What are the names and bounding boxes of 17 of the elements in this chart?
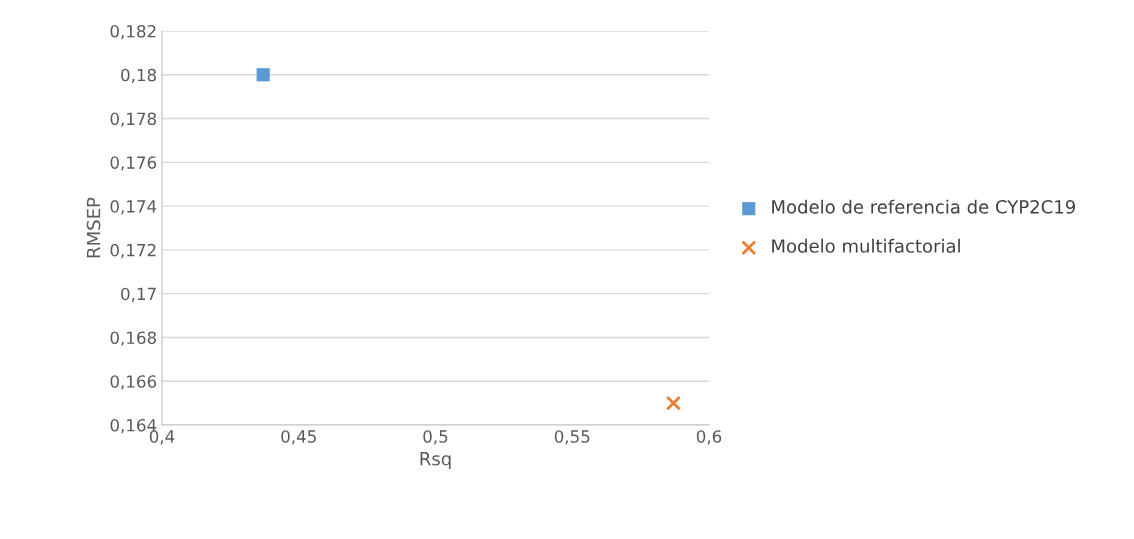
x-tick-label: 0,45	[281, 430, 316, 445]
y-tick-label: 0,178	[110, 112, 156, 127]
x-tick-label: 0,6	[696, 430, 722, 445]
y-tick-label: 0,172	[110, 243, 156, 259]
y-tick-label: 0,18	[121, 68, 156, 84]
y-tick-label: 0,166	[110, 375, 157, 390]
y-tick-label: 0,182	[110, 24, 156, 40]
y-tick-label: 0,174	[110, 200, 157, 215]
y-tick-label: 0,168	[110, 331, 156, 346]
y-tick-label: 0,17	[121, 287, 156, 302]
x-tick-label: 0,55	[554, 430, 590, 445]
y-axis-title: RMSEP	[86, 197, 101, 258]
x-tick-label: 0,5	[423, 430, 448, 445]
legend-label: Modelo multifactorial	[772, 238, 960, 253]
legend-label: Modelo de referencia de CYP2C19	[772, 199, 1075, 214]
y-tick-label: 0,176	[110, 156, 157, 171]
x-axis-title: Rsq	[420, 452, 451, 470]
